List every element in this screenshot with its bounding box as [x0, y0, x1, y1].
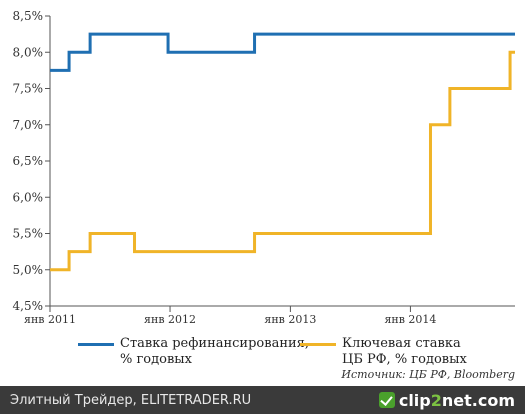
series-layer	[50, 32, 515, 272]
y-tick-label: 8,5%	[13, 9, 44, 23]
y-tick-label: 7,5%	[13, 82, 44, 96]
y-tick-label: 5,5%	[13, 227, 44, 241]
legend-label-refinancing: Ставка рефинансирования, % годовых	[120, 336, 310, 368]
legend-label-refinancing-line2: % годовых	[120, 352, 192, 367]
brand-text-clip: clip	[398, 390, 431, 410]
x-tick-label: янв 2014	[384, 313, 436, 326]
y-tick-label: 6,0%	[13, 190, 44, 204]
series-line-refinancing-rate	[50, 32, 515, 72]
footer-bar: Элитный Трейдер, ELITETRADER.RU clip2net…	[0, 386, 525, 414]
series-line-key-rate	[50, 50, 515, 272]
legend-item-key-rate: Ключевая ставка ЦБ РФ, % годовых	[300, 336, 525, 368]
x-tick-label: янв 2012	[144, 313, 196, 326]
legend-label-refinancing-line1: Ставка рефинансирования,	[120, 336, 309, 351]
y-tick-label: 5,0%	[13, 263, 44, 277]
x-tick-label: янв 2013	[264, 313, 316, 326]
x-tick-label: янв 2011	[24, 313, 76, 326]
legend-label-key-rate-line1: Ключевая ставка	[342, 336, 461, 351]
y-tick-label: 8,0%	[13, 45, 44, 59]
legend-item-refinancing-rate: Ставка рефинансирования, % годовых	[78, 336, 310, 368]
brand-text-com: .com	[471, 390, 515, 410]
source-note: Источник: ЦБ РФ, Bloomberg	[341, 368, 515, 381]
y-tick-label: 6,5%	[13, 154, 44, 168]
legend-label-key-rate-line2: ЦБ РФ, % годовых	[342, 352, 467, 367]
legend-swatch-refinancing	[78, 343, 114, 346]
brand-logo: clip2net.com	[378, 391, 525, 410]
y-tick-label: 4,5%	[13, 299, 44, 313]
y-tick-label: 7,0%	[13, 118, 44, 132]
legend-swatch-key-rate	[300, 343, 336, 346]
brand-text-2: 2	[430, 390, 442, 410]
checkmark-icon	[378, 392, 395, 408]
rate-chart: 4,5% 5,0% 5,5% 6,0% 6,5% 7,0% 7,5% 8,0% 8,5% янв…	[13, 9, 515, 326]
x-axis: янв 2011 янв 2012 янв 2013 янв 2014	[24, 305, 515, 326]
legend-label-key-rate: Ключевая ставка ЦБ РФ, % годовых	[342, 336, 525, 368]
brand-text-net: net	[441, 390, 472, 410]
footer-site-name: Элитный Трейдер, ELITETRADER.RU	[10, 392, 252, 408]
brand-text: clip2net.com	[399, 391, 515, 410]
y-axis: 4,5% 5,0% 5,5% 6,0% 6,5% 7,0% 7,5% 8,0% 8,5%	[13, 9, 51, 313]
legend: Ставка рефинансирования, % годовых Ключе…	[0, 336, 525, 370]
